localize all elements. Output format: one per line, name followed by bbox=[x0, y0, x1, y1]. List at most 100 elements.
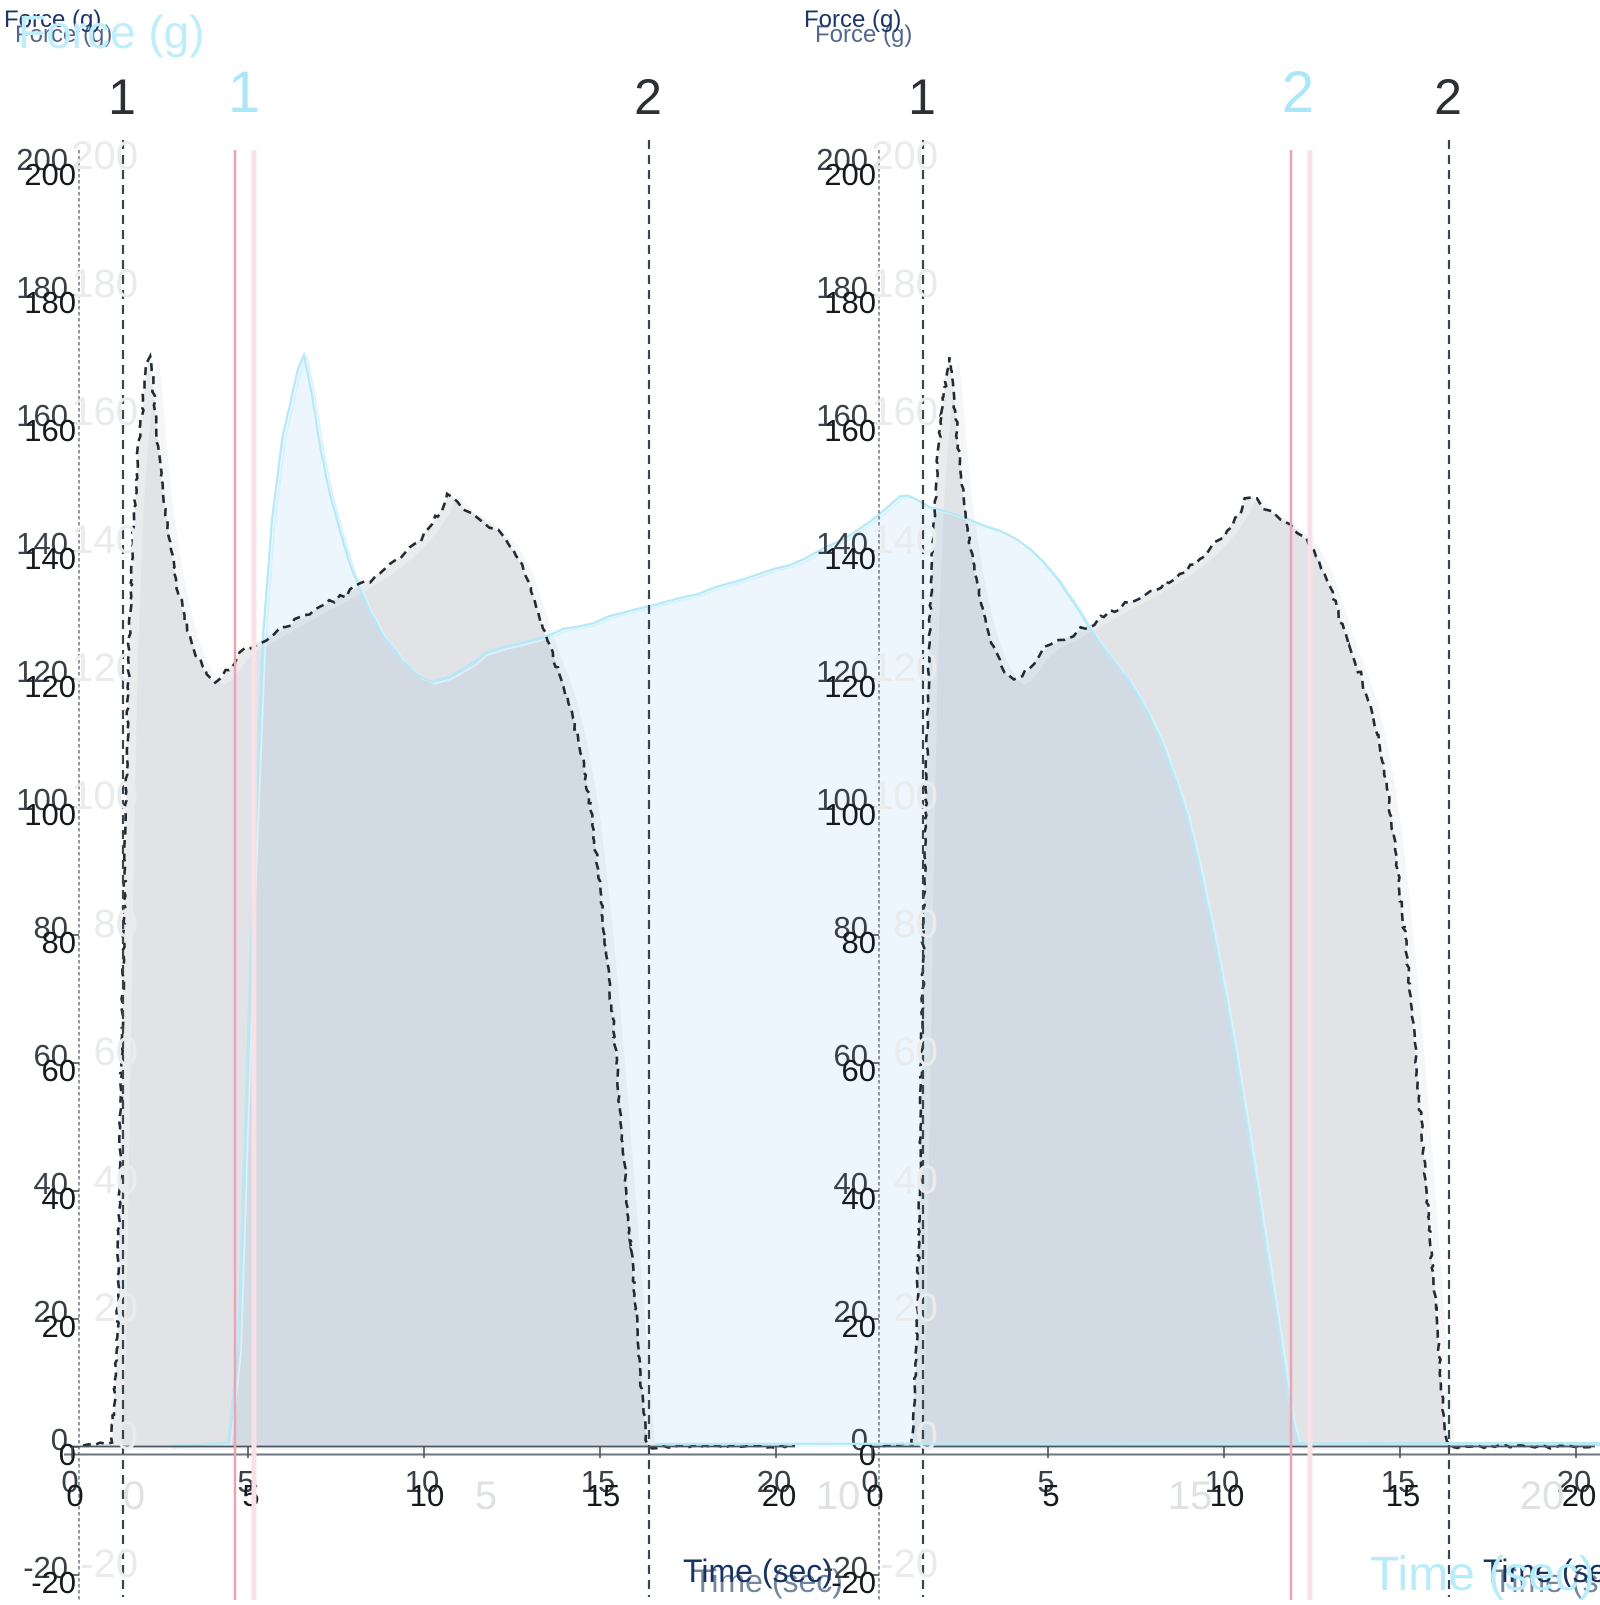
svg-text:15: 15 bbox=[1386, 1478, 1420, 1513]
svg-text:2: 2 bbox=[1282, 60, 1314, 125]
svg-text:160: 160 bbox=[871, 390, 938, 434]
svg-text:Force (g): Force (g) bbox=[815, 21, 912, 48]
svg-text:100: 100 bbox=[24, 797, 76, 832]
svg-text:60: 60 bbox=[34, 1038, 68, 1073]
svg-text:40: 40 bbox=[894, 1158, 939, 1202]
svg-text:140: 140 bbox=[824, 541, 876, 576]
svg-text:160: 160 bbox=[71, 390, 138, 434]
svg-text:0: 0 bbox=[866, 1478, 883, 1513]
svg-text:80: 80 bbox=[94, 902, 139, 946]
svg-text:120: 120 bbox=[816, 654, 868, 689]
svg-text:0: 0 bbox=[116, 1414, 138, 1458]
svg-text:80: 80 bbox=[42, 925, 76, 960]
svg-text:20: 20 bbox=[1520, 1474, 1565, 1518]
svg-text:10: 10 bbox=[410, 1478, 444, 1513]
svg-text:20: 20 bbox=[94, 1286, 139, 1330]
svg-text:2: 2 bbox=[634, 69, 662, 125]
svg-text:0: 0 bbox=[861, 1464, 878, 1499]
svg-text:40: 40 bbox=[34, 1166, 68, 1201]
svg-text:20: 20 bbox=[757, 1464, 791, 1499]
svg-text:2: 2 bbox=[1434, 69, 1462, 125]
svg-text:20: 20 bbox=[1562, 1478, 1596, 1513]
svg-text:180: 180 bbox=[871, 262, 938, 306]
svg-text:160: 160 bbox=[824, 413, 876, 448]
svg-text:100: 100 bbox=[816, 782, 868, 817]
svg-text:40: 40 bbox=[834, 1166, 868, 1201]
svg-text:0: 0 bbox=[859, 1437, 876, 1472]
svg-text:20: 20 bbox=[842, 1309, 876, 1344]
svg-text:20: 20 bbox=[1557, 1464, 1591, 1499]
svg-text:0: 0 bbox=[66, 1478, 83, 1513]
svg-text:40: 40 bbox=[42, 1181, 76, 1216]
svg-text:120: 120 bbox=[824, 669, 876, 704]
svg-text:10: 10 bbox=[1210, 1478, 1244, 1513]
svg-text:Time (sec): Time (sec) bbox=[693, 1563, 843, 1599]
svg-text:180: 180 bbox=[71, 262, 138, 306]
svg-text:60: 60 bbox=[842, 1053, 876, 1088]
svg-text:120: 120 bbox=[16, 654, 68, 689]
svg-text:Force (g): Force (g) bbox=[15, 21, 112, 48]
svg-text:100: 100 bbox=[824, 797, 876, 832]
svg-text:80: 80 bbox=[894, 902, 939, 946]
svg-text:-20: -20 bbox=[831, 1565, 876, 1600]
svg-text:120: 120 bbox=[71, 646, 138, 690]
svg-text:80: 80 bbox=[834, 910, 868, 945]
svg-text:0: 0 bbox=[61, 1464, 78, 1499]
svg-text:-20: -20 bbox=[823, 1550, 868, 1585]
svg-text:100: 100 bbox=[71, 774, 138, 818]
svg-text:Force (g): Force (g) bbox=[4, 6, 101, 33]
svg-text:-20: -20 bbox=[880, 1542, 938, 1586]
svg-text:60: 60 bbox=[94, 1030, 139, 1074]
svg-text:Force (g): Force (g) bbox=[804, 6, 901, 33]
svg-text:15: 15 bbox=[1381, 1464, 1415, 1499]
svg-text:Time (sec): Time (sec) bbox=[1483, 1553, 1600, 1589]
svg-text:-20: -20 bbox=[80, 1542, 138, 1586]
svg-text:140: 140 bbox=[871, 518, 938, 562]
svg-text:100: 100 bbox=[871, 774, 938, 818]
svg-text:1: 1 bbox=[228, 60, 260, 125]
svg-text:60: 60 bbox=[834, 1038, 868, 1073]
svg-text:200: 200 bbox=[816, 142, 868, 177]
svg-text:0: 0 bbox=[123, 1474, 145, 1518]
svg-text:200: 200 bbox=[71, 134, 138, 178]
svg-text:140: 140 bbox=[71, 518, 138, 562]
svg-text:140: 140 bbox=[24, 541, 76, 576]
svg-text:15: 15 bbox=[1168, 1474, 1213, 1518]
svg-text:100: 100 bbox=[16, 782, 68, 817]
svg-text:80: 80 bbox=[842, 925, 876, 960]
svg-text:160: 160 bbox=[816, 398, 868, 433]
svg-text:0: 0 bbox=[51, 1422, 68, 1457]
svg-text:60: 60 bbox=[42, 1053, 76, 1088]
svg-text:15: 15 bbox=[581, 1464, 615, 1499]
svg-text:200: 200 bbox=[16, 142, 68, 177]
svg-text:5: 5 bbox=[1042, 1478, 1059, 1513]
svg-text:-20: -20 bbox=[23, 1550, 68, 1585]
svg-text:200: 200 bbox=[824, 157, 876, 192]
svg-text:Time (sec): Time (sec) bbox=[1493, 1563, 1600, 1599]
svg-text:20: 20 bbox=[894, 1286, 939, 1330]
svg-text:-20: -20 bbox=[31, 1565, 76, 1600]
svg-text:10: 10 bbox=[816, 1474, 861, 1518]
svg-text:5: 5 bbox=[1037, 1464, 1054, 1499]
svg-text:40: 40 bbox=[842, 1181, 876, 1216]
svg-text:20: 20 bbox=[34, 1294, 68, 1329]
svg-text:120: 120 bbox=[871, 646, 938, 690]
svg-text:0: 0 bbox=[851, 1422, 868, 1457]
svg-text:Time (sec): Time (sec) bbox=[683, 1553, 833, 1589]
svg-text:140: 140 bbox=[816, 526, 868, 561]
svg-text:1: 1 bbox=[908, 69, 936, 125]
svg-text:80: 80 bbox=[34, 910, 68, 945]
svg-text:160: 160 bbox=[16, 398, 68, 433]
svg-text:180: 180 bbox=[824, 285, 876, 320]
svg-text:20: 20 bbox=[762, 1478, 796, 1513]
svg-text:200: 200 bbox=[871, 134, 938, 178]
svg-text:5: 5 bbox=[242, 1478, 259, 1513]
svg-text:20: 20 bbox=[834, 1294, 868, 1329]
svg-text:160: 160 bbox=[24, 413, 76, 448]
svg-text:10: 10 bbox=[1205, 1464, 1239, 1499]
svg-text:0: 0 bbox=[59, 1437, 76, 1472]
svg-text:200: 200 bbox=[24, 157, 76, 192]
svg-text:5: 5 bbox=[475, 1474, 497, 1518]
svg-text:0: 0 bbox=[916, 1414, 938, 1458]
svg-text:180: 180 bbox=[24, 285, 76, 320]
